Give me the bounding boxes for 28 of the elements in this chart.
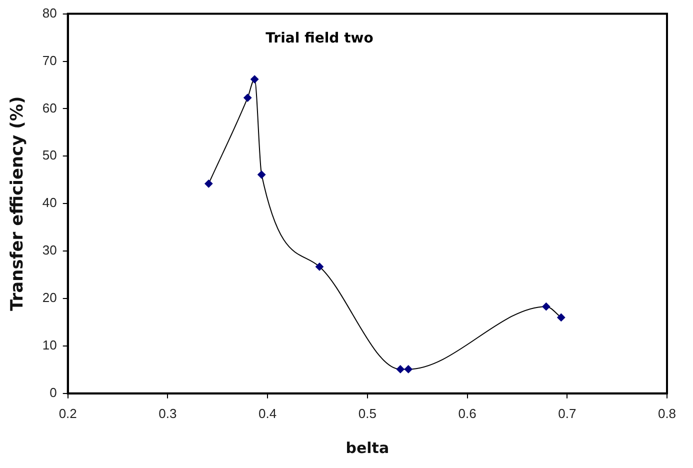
point	[258, 170, 266, 179]
x-axis-title: belta	[346, 438, 390, 457]
x-tick-label: 0.3	[158, 406, 177, 421]
point	[396, 365, 404, 374]
y-tick-label: 80	[42, 5, 57, 20]
x-tick-label: 0.7	[558, 406, 576, 421]
point	[250, 75, 259, 84]
y-tick-label: 50	[42, 148, 57, 163]
point	[557, 313, 566, 322]
x-tick-label: 0.6	[458, 406, 476, 421]
point	[244, 94, 252, 102]
y-tick-label: 70	[42, 52, 57, 68]
y-tick-label: 20	[42, 290, 57, 306]
y-tick-label: 40	[42, 195, 57, 210]
y-tick-label: 0	[50, 384, 57, 400]
point	[204, 180, 213, 188]
x-tick-label: 0.4	[258, 406, 277, 421]
x-tick-label: 0.8	[658, 406, 676, 421]
text: Trial field two	[266, 30, 374, 46]
point	[316, 262, 324, 271]
y-axis-title: Transfer efficiency (%)	[8, 96, 28, 311]
y-tick-label: 10	[42, 338, 57, 353]
x-tick-label: 0.5	[358, 406, 376, 421]
point	[542, 302, 550, 311]
y-tick-label: 60	[42, 100, 57, 116]
x-tick-label: 0.2	[58, 406, 77, 421]
y-tick-label: 30	[42, 242, 57, 258]
point	[404, 365, 412, 374]
